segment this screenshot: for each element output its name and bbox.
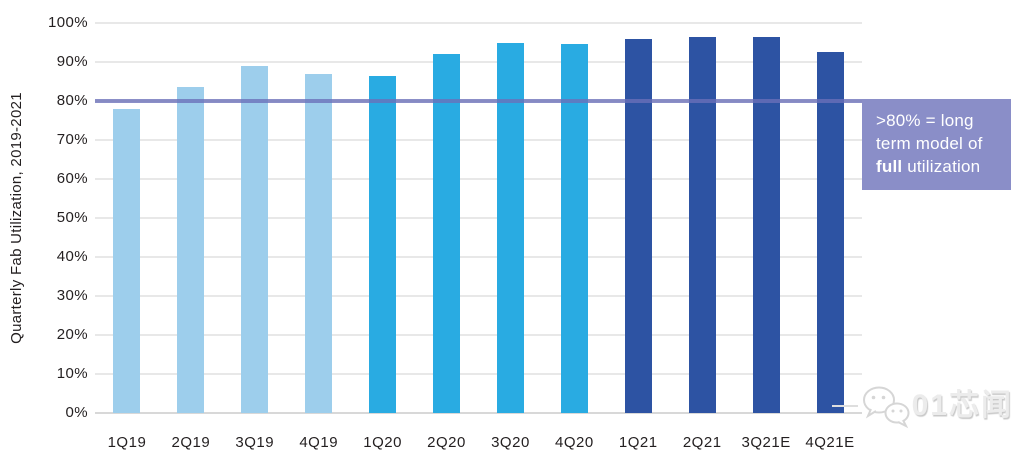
annotation-box: >80% = long term model of full utilizati… bbox=[862, 99, 1011, 190]
y-tick-40%: 40% bbox=[56, 248, 88, 265]
reference-line-80pct bbox=[95, 99, 862, 103]
gridline-10% bbox=[95, 373, 862, 375]
gridline-70% bbox=[95, 139, 862, 141]
x-tick-2Q21: 2Q21 bbox=[682, 434, 722, 451]
x-tick-2Q20: 2Q20 bbox=[427, 434, 466, 451]
y-tick-0%: 0% bbox=[65, 404, 88, 421]
y-tick-90%: 90% bbox=[56, 53, 88, 70]
x-tick-2Q19: 2Q19 bbox=[171, 434, 211, 451]
bar-2Q20 bbox=[433, 54, 461, 413]
bar-4Q20 bbox=[560, 44, 588, 413]
annotation-line-1: >80% = long bbox=[876, 111, 974, 130]
wechat-icon bbox=[862, 386, 910, 429]
bar-3Q21E bbox=[752, 36, 780, 413]
y-tick-30%: 30% bbox=[56, 287, 88, 304]
bar-2Q21 bbox=[688, 36, 716, 413]
gridline-20% bbox=[95, 334, 862, 336]
bar-3Q19 bbox=[241, 65, 269, 413]
x-tick-3Q20: 3Q20 bbox=[491, 434, 530, 451]
watermark-dash bbox=[831, 405, 858, 407]
bar-1Q19 bbox=[113, 108, 141, 413]
x-tick-3Q21E: 3Q21E bbox=[741, 434, 791, 451]
annotation-bold-word: full bbox=[876, 157, 903, 176]
x-tick-1Q21: 1Q21 bbox=[618, 434, 658, 451]
gridline-40% bbox=[95, 256, 862, 258]
y-tick-70%: 70% bbox=[56, 131, 88, 148]
gridline-0% bbox=[95, 412, 862, 414]
bar-1Q21 bbox=[624, 38, 652, 413]
gridline-90% bbox=[95, 61, 862, 63]
x-tick-1Q19: 1Q19 bbox=[107, 434, 147, 451]
gridline-100% bbox=[95, 22, 862, 24]
bar-1Q20 bbox=[369, 75, 397, 413]
annotation-line-3: full utilization bbox=[876, 155, 1011, 178]
y-tick-50%: 50% bbox=[56, 209, 88, 226]
x-tick-4Q21E: 4Q21E bbox=[805, 434, 855, 451]
y-tick-10%: 10% bbox=[56, 365, 88, 382]
annotation-line-2: term model of bbox=[876, 134, 983, 153]
gridline-60% bbox=[95, 178, 862, 180]
y-tick-80%: 80% bbox=[56, 92, 88, 109]
gridline-50% bbox=[95, 217, 862, 219]
plot-area bbox=[95, 22, 862, 414]
watermark-label: 01芯闻 bbox=[911, 389, 1013, 422]
bar-2Q19 bbox=[177, 87, 205, 413]
gridline-30% bbox=[95, 295, 862, 297]
annotation-line-3-rest: utilization bbox=[902, 157, 981, 176]
x-tick-4Q19: 4Q19 bbox=[299, 434, 339, 451]
x-tick-3Q19: 3Q19 bbox=[235, 434, 275, 451]
bar-4Q19 bbox=[305, 73, 333, 413]
watermark: 01芯闻 bbox=[831, 383, 1013, 429]
y-tick-60%: 60% bbox=[56, 170, 88, 187]
x-tick-1Q20: 1Q20 bbox=[363, 434, 402, 451]
y-tick-20%: 20% bbox=[56, 326, 88, 343]
bar-4Q21E bbox=[816, 52, 844, 413]
bar-3Q20 bbox=[496, 42, 524, 413]
x-tick-4Q20: 4Q20 bbox=[555, 434, 594, 451]
y-tick-100%: 100% bbox=[48, 14, 88, 31]
